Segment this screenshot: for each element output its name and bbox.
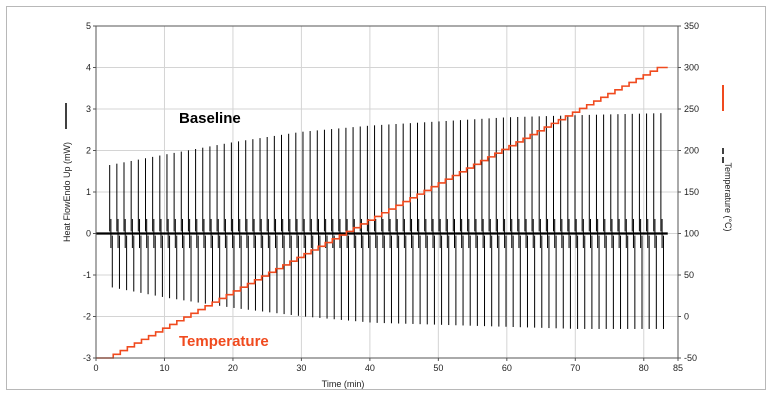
x-tick-label: 40 — [365, 363, 375, 373]
y-left-tick-label: 1 — [86, 187, 91, 197]
temperature-annotation: Temperature — [179, 333, 269, 350]
y-left-tick-label: 2 — [86, 146, 91, 156]
temperature-line — [96, 66, 668, 359]
x-tick-label: 70 — [570, 363, 580, 373]
gridlines — [96, 26, 678, 358]
x-axis-label: Time (min) — [322, 379, 365, 389]
y-right-tick-label: 350 — [684, 21, 699, 31]
y-right-tick-label: 0 — [684, 312, 689, 322]
y-right-tick-label: 50 — [684, 270, 694, 280]
y-left-tick-label: -2 — [83, 312, 91, 322]
heat-flow-series — [96, 113, 668, 329]
y-right-tick-labels: -50 0 50 100 150 200 250 300 350 — [684, 21, 699, 363]
y-left-tick-label: 0 — [86, 229, 91, 239]
x-tick-labels: 0 10 20 30 40 50 60 70 80 85 — [93, 363, 683, 373]
temperature-series — [96, 66, 668, 359]
chart: 0 10 20 30 40 50 60 70 80 85 -3 -2 -1 0 1 2 3 4 5 -50 0 50 1… — [62, 21, 733, 389]
y-left-tick-label: 3 — [86, 104, 91, 114]
y-right-tick-label: 250 — [684, 104, 699, 114]
x-tick-label: 30 — [296, 363, 306, 373]
y-left-axis-label: Heat FlowEndo Up (mW) — [62, 142, 72, 242]
x-tick-label: 0 — [93, 363, 98, 373]
x-tick-label: 85 — [673, 363, 683, 373]
y-right-axis-label: Temperature (°C) — [723, 162, 733, 231]
x-tick-label: 10 — [159, 363, 169, 373]
y-left-tick-label: 4 — [86, 63, 91, 73]
baseline-annotation: Baseline — [179, 110, 241, 127]
y-left-tick-label: -3 — [83, 353, 91, 363]
x-tick-label: 80 — [639, 363, 649, 373]
y-left-tick-label: -1 — [83, 270, 91, 280]
y-right-tick-label: -50 — [684, 353, 697, 363]
chart-frame: 0 10 20 30 40 50 60 70 80 85 -3 -2 -1 0 1 2 3 4 5 -50 0 50 1… — [6, 6, 766, 390]
x-tick-label: 50 — [433, 363, 443, 373]
axes — [93, 25, 681, 361]
x-tick-label: 60 — [502, 363, 512, 373]
y-left-tick-labels: -3 -2 -1 0 1 2 3 4 5 — [83, 21, 91, 363]
y-left-tick-label: 5 — [86, 21, 91, 31]
y-right-tick-label: 200 — [684, 146, 699, 156]
y-right-tick-label: 150 — [684, 187, 699, 197]
y-right-tick-label: 100 — [684, 229, 699, 239]
x-tick-label: 20 — [228, 363, 238, 373]
y-right-tick-label: 300 — [684, 63, 699, 73]
